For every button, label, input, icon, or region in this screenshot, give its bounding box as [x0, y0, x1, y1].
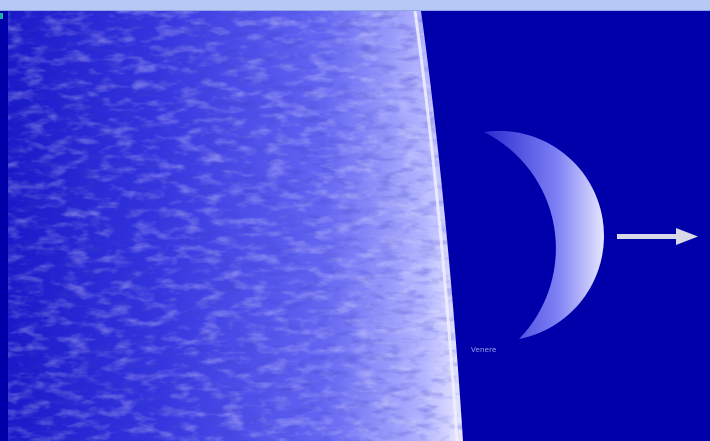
venus-crescent [484, 130, 604, 339]
planet-surface [0, 10, 463, 441]
planet-label: Venere [471, 346, 497, 354]
top-bar [0, 0, 710, 11]
arrow-right-icon[interactable] [614, 226, 700, 248]
left-edge-strip [0, 11, 8, 441]
edge-marker [0, 13, 3, 19]
